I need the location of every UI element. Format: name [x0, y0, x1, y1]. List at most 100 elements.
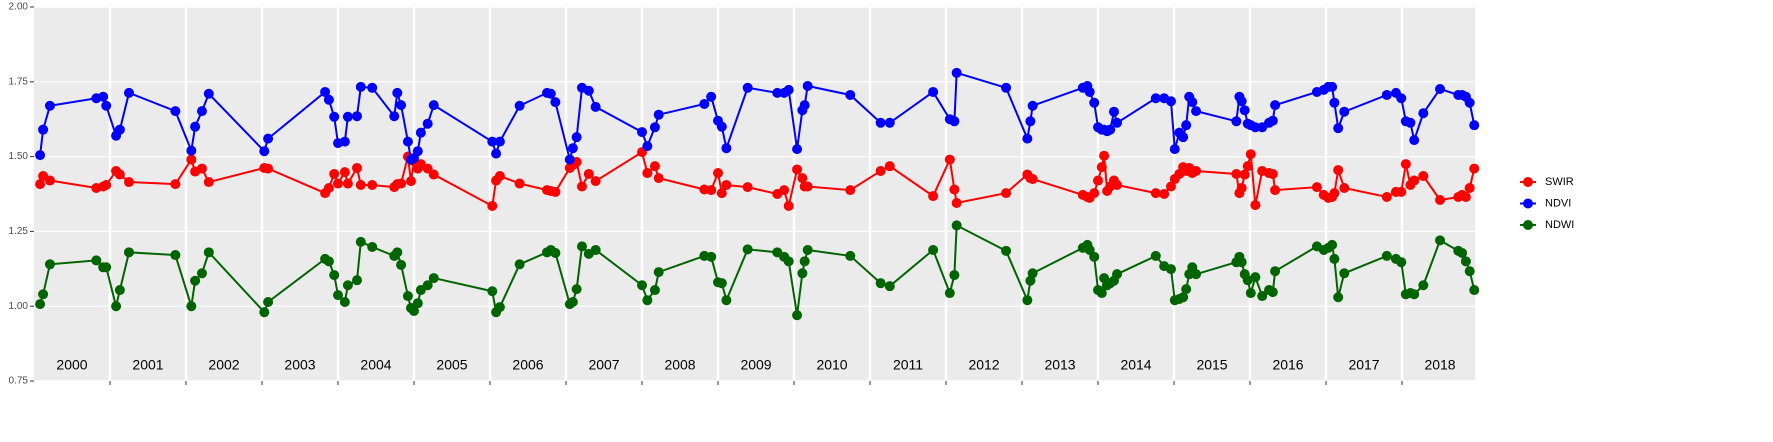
- data-point: [642, 141, 653, 152]
- data-point: [203, 177, 214, 188]
- data-point: [1089, 251, 1100, 262]
- data-point: [342, 111, 353, 122]
- data-point: [649, 161, 660, 172]
- legend-label: SWIR: [1545, 176, 1574, 188]
- data-point: [637, 280, 648, 291]
- data-point: [342, 178, 353, 189]
- data-point: [1339, 268, 1350, 279]
- data-point: [428, 169, 439, 180]
- data-point: [333, 290, 344, 301]
- data-point: [412, 146, 423, 157]
- data-point: [44, 175, 55, 186]
- data-point: [1464, 97, 1475, 108]
- data-point: [802, 244, 813, 255]
- data-point: [1191, 165, 1202, 176]
- data-point: [114, 169, 125, 180]
- data-point: [802, 181, 813, 192]
- data-point: [1239, 169, 1250, 180]
- data-point: [263, 133, 274, 144]
- legend-label: NDVI: [1545, 197, 1571, 209]
- x-tick-label: 2014: [1120, 357, 1151, 373]
- data-point: [1112, 269, 1123, 280]
- x-tick-label: 2007: [588, 357, 619, 373]
- data-point: [491, 148, 502, 159]
- data-point: [196, 106, 207, 117]
- data-point: [1150, 93, 1161, 104]
- data-point: [583, 168, 594, 179]
- data-point: [716, 121, 727, 132]
- x-tick-label: 2015: [1196, 357, 1227, 373]
- data-point: [1022, 295, 1033, 306]
- data-point: [783, 256, 794, 267]
- data-point: [1239, 105, 1250, 116]
- data-point: [1250, 272, 1261, 283]
- legend-marker: [1523, 220, 1533, 230]
- data-point: [514, 259, 525, 270]
- x-tick-label: 2000: [56, 357, 87, 373]
- x-tick-label: 2003: [284, 357, 315, 373]
- data-point: [1464, 183, 1475, 194]
- data-point: [1250, 200, 1261, 211]
- data-point: [550, 247, 561, 258]
- data-point: [637, 127, 648, 138]
- x-tick-label: 2006: [512, 357, 543, 373]
- data-point: [571, 284, 582, 295]
- data-point: [742, 182, 753, 193]
- data-point: [352, 162, 363, 173]
- data-point: [1165, 181, 1176, 192]
- data-point: [721, 180, 732, 191]
- data-point: [649, 285, 660, 296]
- data-point: [170, 179, 181, 190]
- data-point: [352, 275, 363, 286]
- plot-panel: [34, 7, 1475, 381]
- data-point: [101, 180, 112, 191]
- data-point: [1165, 96, 1176, 107]
- data-point: [949, 270, 960, 281]
- data-point: [583, 85, 594, 96]
- data-point: [329, 168, 340, 179]
- data-point: [792, 310, 803, 321]
- data-point: [1231, 116, 1242, 127]
- data-point: [1108, 106, 1119, 117]
- data-point: [35, 179, 46, 190]
- data-point: [396, 178, 407, 189]
- data-point: [494, 171, 505, 182]
- data-point: [721, 143, 732, 154]
- data-point: [1242, 161, 1253, 172]
- data-point: [884, 281, 895, 292]
- data-point: [792, 164, 803, 175]
- data-point: [1236, 257, 1247, 268]
- data-point: [196, 163, 207, 174]
- data-point: [320, 86, 331, 97]
- data-point: [783, 200, 794, 211]
- data-point: [772, 87, 783, 98]
- data-point: [567, 143, 578, 154]
- data-point: [323, 94, 334, 105]
- x-tick-label: 2012: [968, 357, 999, 373]
- data-point: [405, 176, 416, 187]
- data-point: [91, 255, 102, 266]
- data-point: [550, 186, 561, 197]
- x-tick-label: 2016: [1272, 357, 1303, 373]
- data-point: [1469, 120, 1480, 131]
- data-point: [44, 259, 55, 270]
- x-tick-label: 2017: [1348, 357, 1379, 373]
- data-point: [649, 122, 660, 133]
- data-point: [38, 289, 49, 300]
- data-point: [1025, 116, 1036, 127]
- data-point: [1159, 189, 1170, 199]
- data-point: [567, 297, 578, 308]
- data-point: [396, 100, 407, 111]
- data-point: [1381, 250, 1392, 261]
- data-point: [742, 244, 753, 255]
- data-point: [1169, 144, 1180, 155]
- data-point: [352, 111, 363, 122]
- data-point: [1150, 188, 1161, 199]
- data-point: [1329, 188, 1340, 199]
- data-point: [1112, 180, 1123, 191]
- data-point: [367, 180, 378, 191]
- data-point: [412, 298, 423, 309]
- data-point: [653, 109, 664, 120]
- x-tick-label: 2001: [132, 357, 163, 373]
- data-point: [1435, 83, 1446, 94]
